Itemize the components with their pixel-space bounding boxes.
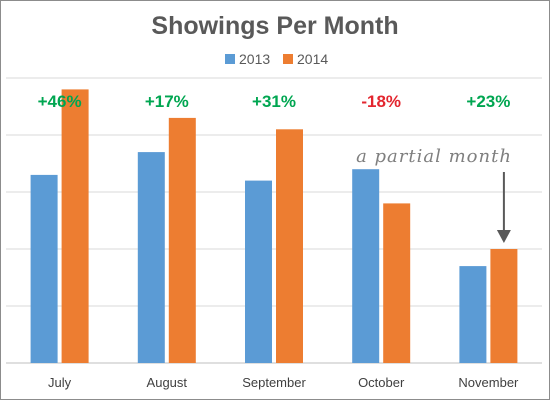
bar-2014-september	[276, 129, 303, 363]
annotation: a partial month	[356, 146, 512, 243]
change-label-august: +17%	[145, 92, 189, 111]
legend-swatch-2013	[225, 54, 235, 64]
legend-label-2014: 2014	[297, 51, 328, 67]
x-tick-label-november: November	[458, 375, 519, 390]
bars	[30, 89, 518, 364]
legend-swatch-2014	[283, 54, 293, 64]
annotation-text: a partial month	[356, 146, 512, 167]
bar-2013-september	[245, 180, 272, 363]
bar-2013-july	[30, 174, 58, 363]
change-label-july: +46%	[38, 92, 82, 111]
legend: 2013 2014	[225, 51, 328, 67]
change-label-november: +23%	[466, 92, 510, 111]
bar-2014-august	[168, 117, 196, 364]
x-tick-label-august: August	[147, 375, 188, 390]
bar-2014-october	[383, 203, 411, 363]
bar-2013-november	[459, 266, 487, 363]
change-label-october: -18%	[361, 92, 401, 111]
change-labels: +46% +17% +31% -18% +23%	[38, 92, 511, 111]
x-tick-label-october: October	[358, 375, 405, 390]
bar-2013-august	[137, 152, 165, 363]
bar-2014-november	[490, 249, 518, 363]
x-tick-label-july: July	[48, 375, 72, 390]
x-tick-label-september: September	[242, 375, 306, 390]
legend-label-2013: 2013	[239, 51, 270, 67]
annotation-arrowhead	[496, 230, 511, 243]
change-label-september: +31%	[252, 92, 296, 111]
bar-2014-july	[61, 89, 89, 364]
gridlines	[6, 77, 542, 364]
x-axis-tick-labels: July August September October November	[48, 375, 519, 390]
bar-2013-october	[352, 169, 380, 363]
chart-title: Showings Per Month	[151, 12, 398, 40]
